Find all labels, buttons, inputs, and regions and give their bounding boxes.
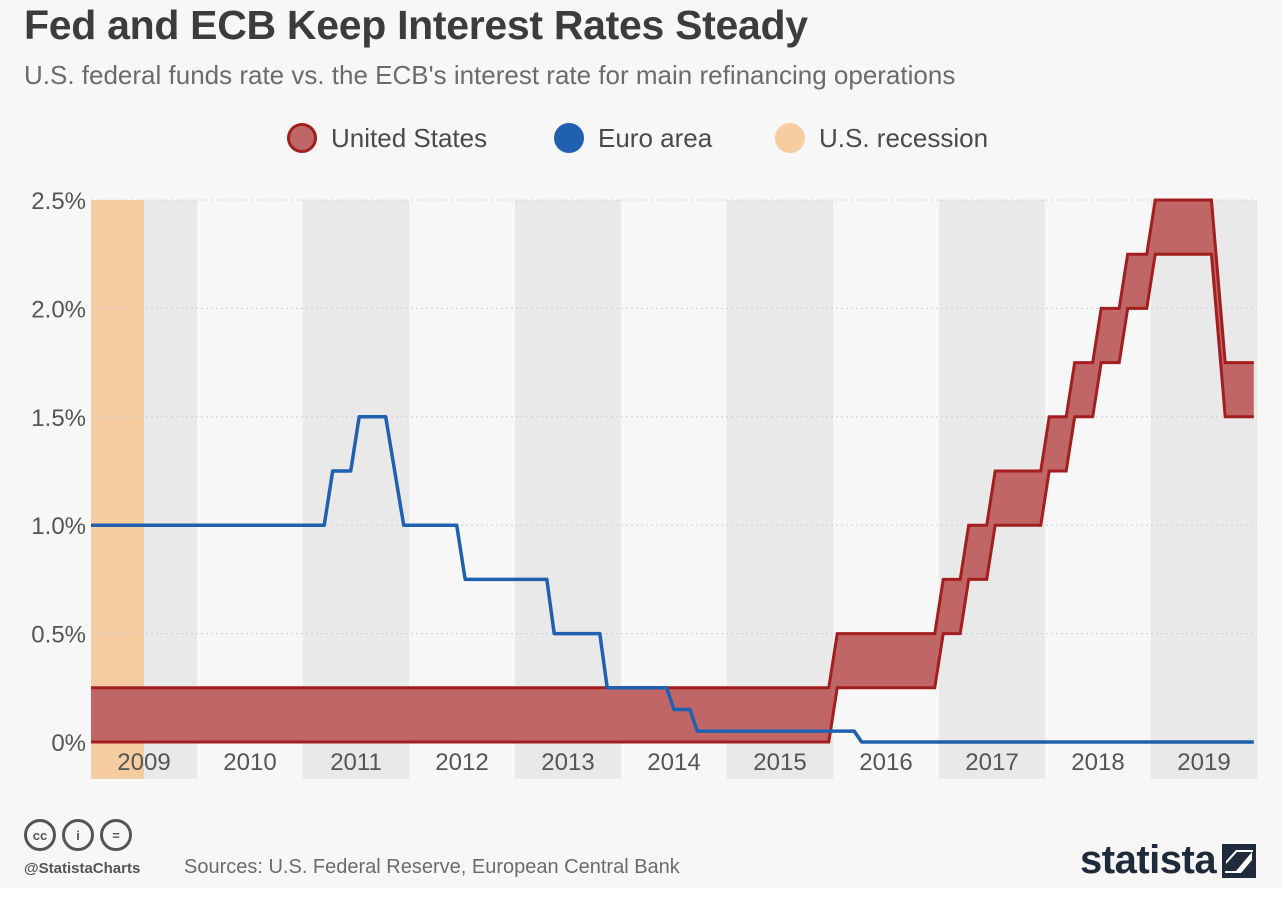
- y-tick-label: 0.5%: [31, 622, 86, 649]
- y-tick-label: 0%: [51, 730, 86, 757]
- x-tick-label: 2019: [1177, 749, 1230, 776]
- legend-label: U.S. recession: [819, 122, 989, 153]
- sources-text: Sources: U.S. Federal Reserve, European …: [184, 856, 680, 878]
- x-tick-label: 2010: [223, 749, 276, 776]
- y-tick-label: 1.5%: [31, 405, 86, 432]
- cc-icon[interactable]: cc: [24, 819, 56, 851]
- twitter-handle[interactable]: @StatistaCharts: [24, 860, 141, 877]
- chart-title: Fed and ECB Keep Interest Rates Steady: [24, 2, 808, 48]
- euro-area-swatch-icon: [554, 123, 584, 153]
- statista-logo[interactable]: statista: [1080, 838, 1257, 883]
- x-tick-label: 2013: [541, 749, 594, 776]
- legend-label: United States: [331, 122, 488, 153]
- legend-label: Euro area: [598, 122, 713, 153]
- recession-band: [91, 200, 144, 779]
- chart-subtitle: U.S. federal funds rate vs. the ECB's in…: [24, 60, 956, 90]
- year-band: [1151, 200, 1257, 779]
- us-recession-swatch-icon: [775, 123, 805, 153]
- logo-text: statista: [1080, 838, 1217, 882]
- x-tick-label: 2017: [965, 749, 1018, 776]
- license-icons: cc i =: [24, 819, 132, 851]
- legend-item-us-recession[interactable]: U.S. recession: [775, 120, 988, 156]
- us-lower-line: [91, 252, 1254, 744]
- y-tick-label: 1.0%: [31, 513, 86, 540]
- y-tick-label: 2.0%: [31, 296, 86, 323]
- x-tick-label: 2011: [330, 749, 382, 776]
- year-band: [515, 200, 621, 779]
- legend-item-united-states[interactable]: United States: [287, 120, 487, 156]
- nd-icon[interactable]: =: [100, 819, 132, 851]
- us-rate-band: [91, 200, 1254, 742]
- legend-item-euro-area[interactable]: Euro area: [554, 120, 712, 156]
- x-tick-label: 2015: [753, 749, 806, 776]
- x-tick-label: 2016: [859, 749, 912, 776]
- us-upper-line: [91, 198, 1254, 690]
- x-tick-label: 2018: [1071, 749, 1124, 776]
- euro-area-line: [91, 415, 1254, 744]
- x-tick-label: 2009: [117, 749, 170, 776]
- by-icon[interactable]: i: [62, 819, 94, 851]
- year-band: [727, 200, 833, 779]
- statista-mark-icon: [1222, 843, 1257, 878]
- chart-legend: United States Euro area U.S. recession: [0, 120, 1282, 156]
- united-states-swatch-icon: [287, 123, 317, 153]
- x-tick-label: 2014: [647, 749, 700, 776]
- y-tick-label: 2.5%: [31, 188, 86, 215]
- x-tick-label: 2012: [435, 749, 488, 776]
- year-band: [303, 200, 409, 779]
- rate-chart: 0% 0.5% 1.0% 1.5% 2.0% 2.5% 2009 2010 2011 2012 20…: [31, 188, 1257, 779]
